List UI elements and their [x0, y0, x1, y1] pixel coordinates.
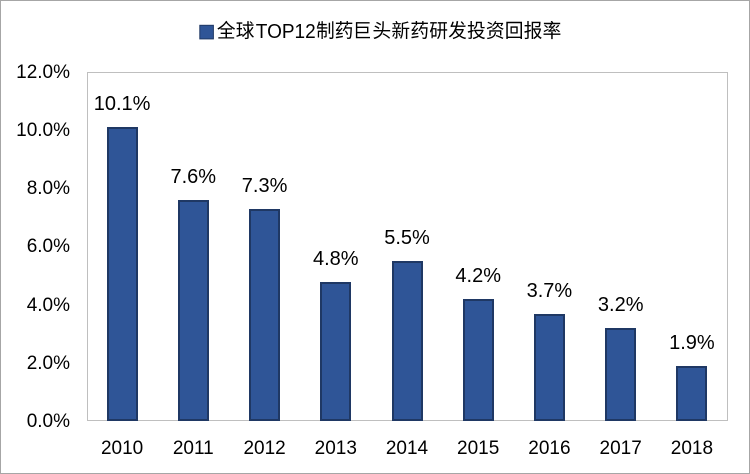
svg-text:TOP12: TOP12 [256, 21, 316, 43]
